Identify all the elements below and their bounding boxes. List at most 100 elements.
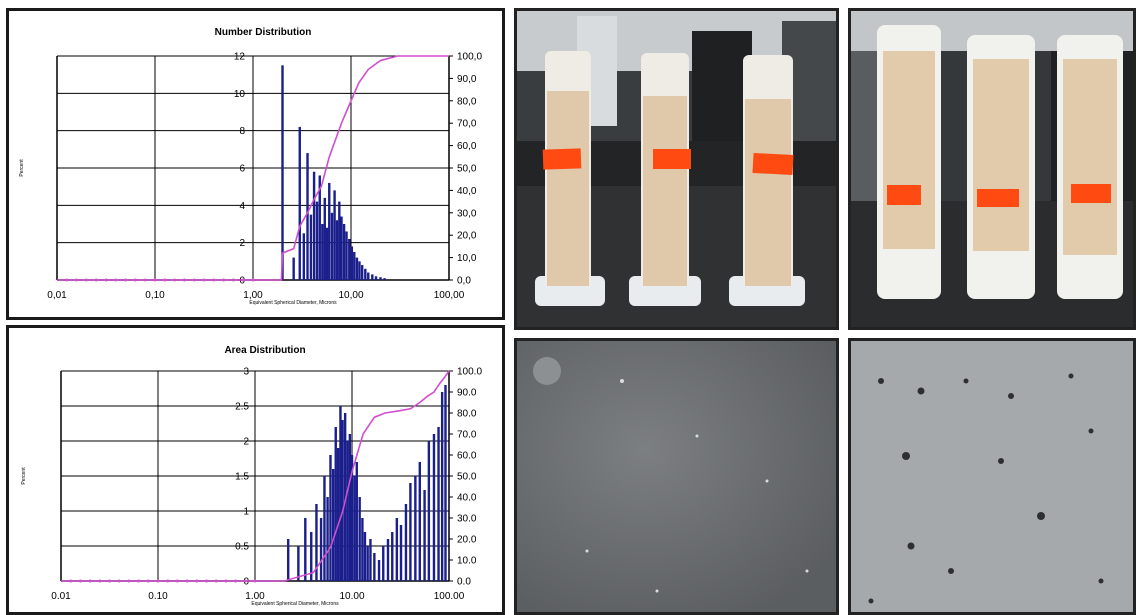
chart-title: Area Distribution <box>224 345 305 356</box>
cylinders-photo-right <box>848 8 1136 330</box>
y-tick-label: 0.5 <box>235 542 249 553</box>
y-axis-label: Percent <box>19 159 25 177</box>
bar <box>340 216 343 280</box>
bar <box>360 265 364 280</box>
bar <box>399 525 403 581</box>
micrograph-left-illustration <box>517 341 836 612</box>
bar <box>321 224 324 280</box>
bar <box>432 434 436 581</box>
bar <box>391 532 394 581</box>
y2-tick-label: 80,0 <box>457 96 477 107</box>
x-tick-label: 0.01 <box>51 591 71 602</box>
bar <box>310 532 313 581</box>
cylinders-left-illustration <box>517 11 836 327</box>
x-tick-label: 1,00 <box>243 290 263 301</box>
y2-tick-label: 10,0 <box>457 253 477 264</box>
x-axis-label: Equivalent Spherical Diameter, Microns <box>251 601 339 607</box>
bar <box>341 420 344 581</box>
y2-tick-label: 80.0 <box>457 409 477 420</box>
bar <box>363 532 367 581</box>
bar <box>309 214 313 280</box>
y2-tick-label: 70.0 <box>457 430 477 441</box>
bar <box>326 497 329 581</box>
y-tick-label: 10 <box>234 89 246 100</box>
bar <box>395 518 399 581</box>
number-distribution-chart: Number Distribution0246810120,010,101,00… <box>6 8 505 320</box>
bar <box>298 126 301 280</box>
number-distribution-svg: Number Distribution0246810120,010,101,00… <box>19 27 482 306</box>
bar <box>423 490 426 581</box>
bar <box>355 462 358 581</box>
bar <box>335 220 339 280</box>
y2-tick-label: 30.0 <box>457 514 477 525</box>
bar <box>302 233 306 280</box>
cumulative-line <box>61 370 450 582</box>
y-tick-label: 12 <box>234 52 246 63</box>
bar <box>330 212 334 280</box>
bar <box>343 413 347 581</box>
y-tick-label: 6 <box>239 164 245 175</box>
bar <box>374 276 378 280</box>
cylinders-right-illustration <box>851 11 1133 327</box>
micrograph-left <box>514 338 839 615</box>
bar <box>292 257 295 280</box>
bar <box>306 153 309 280</box>
area-distribution-svg: Area Distribution 0 0.5 1 1.5 2 2.5 3 0.01 0.10 1.… <box>21 345 482 607</box>
y2-tick-label: 10.0 <box>457 556 477 567</box>
bar <box>318 175 321 280</box>
bar <box>350 455 354 581</box>
bar <box>437 427 440 581</box>
bar <box>367 272 370 280</box>
y2-tick-label: 70,0 <box>457 119 477 130</box>
bar <box>348 238 351 280</box>
y-tick-label: 0 <box>243 577 249 588</box>
bar <box>342 224 346 280</box>
y2-tick-label: 40.0 <box>457 493 477 504</box>
cumulative-line <box>57 55 449 281</box>
bar <box>297 546 300 581</box>
bar <box>325 227 329 280</box>
bar <box>334 427 337 581</box>
bar <box>369 539 372 581</box>
x-tick-label: 100.00 <box>434 591 465 602</box>
x-axis-label: Equivalent Spherical Diameter, Microns <box>249 300 337 306</box>
y2-tick-label: 40,0 <box>457 186 477 197</box>
x-tick-label: 10.00 <box>339 591 364 602</box>
y-tick-label: 3 <box>243 367 249 378</box>
bar <box>304 518 307 581</box>
y-tick-label: 2.5 <box>235 402 249 413</box>
area-distribution-chart: Area Distribution 0 0.5 1 1.5 2 2.5 3 0.01 0.10 1.… <box>6 325 505 615</box>
y2-tick-label: 20,0 <box>457 231 477 242</box>
bar <box>350 246 354 280</box>
bar <box>329 455 332 581</box>
bar <box>328 182 331 280</box>
y2-tick-label: 90,0 <box>457 74 477 85</box>
bar <box>414 476 417 581</box>
y-tick-label: 8 <box>239 126 245 137</box>
bar <box>371 274 374 280</box>
x-tick-label: 1.00 <box>245 591 265 602</box>
x-tick-label: 0,10 <box>145 290 165 301</box>
bar <box>418 462 422 581</box>
bar <box>348 434 352 581</box>
bar <box>281 65 284 280</box>
bar <box>366 546 369 581</box>
bar <box>336 448 340 581</box>
micrograph-right <box>848 338 1136 615</box>
y-tick-label: 4 <box>239 201 245 212</box>
bar <box>361 518 364 581</box>
y-tick-label: 2 <box>243 437 249 448</box>
y2-tick-label: 60.0 <box>457 451 477 462</box>
y-tick-label: 1.5 <box>235 472 249 483</box>
x-tick-label: 10,00 <box>338 290 363 301</box>
bar <box>331 469 335 581</box>
x-tick-label: 0.10 <box>148 591 168 602</box>
bar <box>355 257 359 280</box>
bar <box>386 539 390 581</box>
x-tick-label: 100,00 <box>434 290 465 301</box>
x-tick-label: 0,01 <box>47 290 67 301</box>
bar <box>323 476 326 581</box>
y2-tick-label: 30,0 <box>457 208 477 219</box>
micrograph-right-illustration <box>851 341 1133 612</box>
bar <box>287 539 290 581</box>
